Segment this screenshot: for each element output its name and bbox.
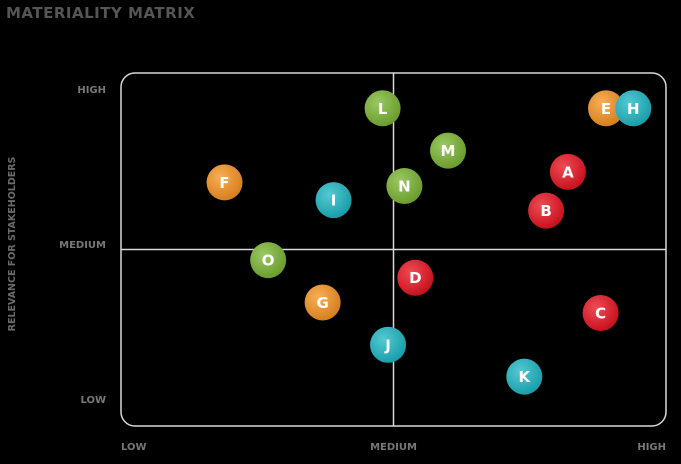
x-tick-low: LOW <box>121 442 147 453</box>
data-point-f: F <box>206 164 243 201</box>
data-point-m: M <box>430 132 466 169</box>
data-point-o: O <box>250 242 287 279</box>
bubble-a <box>549 153 586 190</box>
bubble-j <box>370 326 407 363</box>
x-tick-medium: MEDIUM <box>370 442 417 453</box>
x-tick-high: HIGH <box>637 442 666 453</box>
bubble-label-h: H <box>627 100 640 118</box>
bubble-b <box>528 192 565 229</box>
data-point-e: E <box>588 90 625 127</box>
data-point-h: H <box>615 90 652 127</box>
y-axis-label: RELEVANCE FOR STAKEHOLDERS <box>7 156 18 331</box>
bubble-label-j: J <box>384 336 391 354</box>
bubble-label-f: F <box>219 174 229 192</box>
bubble-h <box>615 90 652 127</box>
bubble-d <box>397 259 434 296</box>
bubble-label-o: O <box>262 252 275 270</box>
bubble-label-e: E <box>601 100 611 118</box>
data-point-i: I <box>315 182 352 219</box>
data-point-l: L <box>364 90 401 127</box>
bubble-c <box>582 295 619 332</box>
bubble-label-c: C <box>595 305 606 323</box>
bubble-label-i: I <box>331 192 337 210</box>
bubble-label-b: B <box>540 202 551 220</box>
bubble-m <box>430 132 466 169</box>
data-point-k: K <box>506 358 543 395</box>
bubble-label-n: N <box>398 177 411 195</box>
bubble-f <box>206 164 243 201</box>
data-point-a: A <box>549 153 586 190</box>
bubble-i <box>315 182 352 219</box>
y-tick-high: HIGH <box>77 85 106 96</box>
bubble-k <box>506 358 543 395</box>
data-point-n: N <box>386 167 423 204</box>
data-point-c: C <box>582 295 619 332</box>
data-point-j: J <box>370 326 407 363</box>
y-tick-medium: MEDIUM <box>59 240 106 251</box>
bubble-o <box>250 242 287 279</box>
chart-title: MATERIALITY MATRIX <box>6 4 196 22</box>
data-point-b: B <box>528 192 565 229</box>
data-point-g: G <box>304 284 341 321</box>
bubble-label-l: L <box>378 100 388 118</box>
bubble-l <box>364 90 401 127</box>
bubble-n <box>386 167 423 204</box>
bubble-label-d: D <box>409 269 421 287</box>
y-tick-low: LOW <box>80 395 106 406</box>
bubble-label-g: G <box>316 294 328 312</box>
bubble-label-k: K <box>518 368 531 386</box>
data-point-d: D <box>397 259 434 296</box>
bubble-label-a: A <box>562 163 574 181</box>
bubble-label-m: M <box>441 142 456 160</box>
data-points: A B C D E F G H I J K L M N O <box>206 90 652 395</box>
bubble-e <box>588 90 625 127</box>
bubble-g <box>304 284 341 321</box>
